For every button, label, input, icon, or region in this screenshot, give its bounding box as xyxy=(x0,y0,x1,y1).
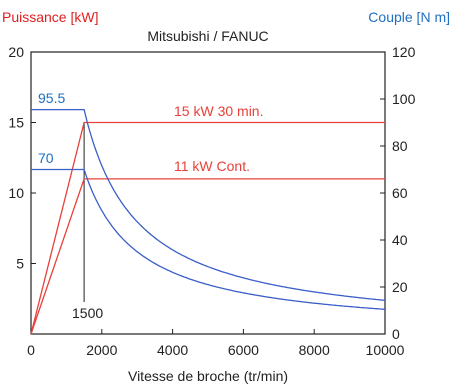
x-axis-title: Vitesse de broche (tr/min) xyxy=(128,368,288,384)
x-tick-label-3: 6000 xyxy=(228,342,259,358)
x-tick-label-5: 10000 xyxy=(366,342,405,358)
right-tick-label-2: 40 xyxy=(392,232,408,248)
chart-title: Mitsubishi / FANUC xyxy=(147,28,268,44)
x-tick-label-1: 2000 xyxy=(86,342,117,358)
annotation-torque-30min: 95.5 xyxy=(38,90,65,106)
left-tick-label-0: 5 xyxy=(16,256,24,272)
series-line-0 xyxy=(30,121,385,335)
tick-labels: 0 2000 4000 6000 8000 10000 5 10 15 20 0 20 40 60 80 10… xyxy=(8,44,415,358)
left-tick-label-2: 15 xyxy=(8,115,24,131)
series-line-3 xyxy=(31,168,386,310)
x-tick-label-2: 4000 xyxy=(157,342,188,358)
axis-ticks xyxy=(30,51,386,335)
right-tick-label-3: 60 xyxy=(392,185,408,201)
right-tick-label-4: 80 xyxy=(392,138,408,154)
annotation-torque-cont: 70 xyxy=(38,150,54,166)
right-tick-label-0: 0 xyxy=(392,326,400,342)
left-tick-label-1: 10 xyxy=(8,185,24,201)
right-tick-label-6: 120 xyxy=(392,44,416,60)
annotation-base-speed: 1500 xyxy=(72,305,103,321)
left-tick-label-3: 20 xyxy=(8,44,24,60)
left-axis-title: Puissance [kW] xyxy=(2,9,98,25)
right-tick-label-1: 20 xyxy=(392,279,408,295)
annotation-power-cont: 11 kW Cont. xyxy=(174,158,250,174)
series-line-1 xyxy=(30,178,385,335)
right-axis-title: Couple [N m] xyxy=(368,9,450,25)
x-tick-label-0: 0 xyxy=(27,342,35,358)
annotation-power-30min: 15 kW 30 min. xyxy=(174,103,263,119)
series-line-2 xyxy=(31,108,386,301)
right-tick-label-5: 100 xyxy=(392,91,416,107)
x-tick-label-4: 8000 xyxy=(299,342,330,358)
series-lines xyxy=(30,108,386,335)
